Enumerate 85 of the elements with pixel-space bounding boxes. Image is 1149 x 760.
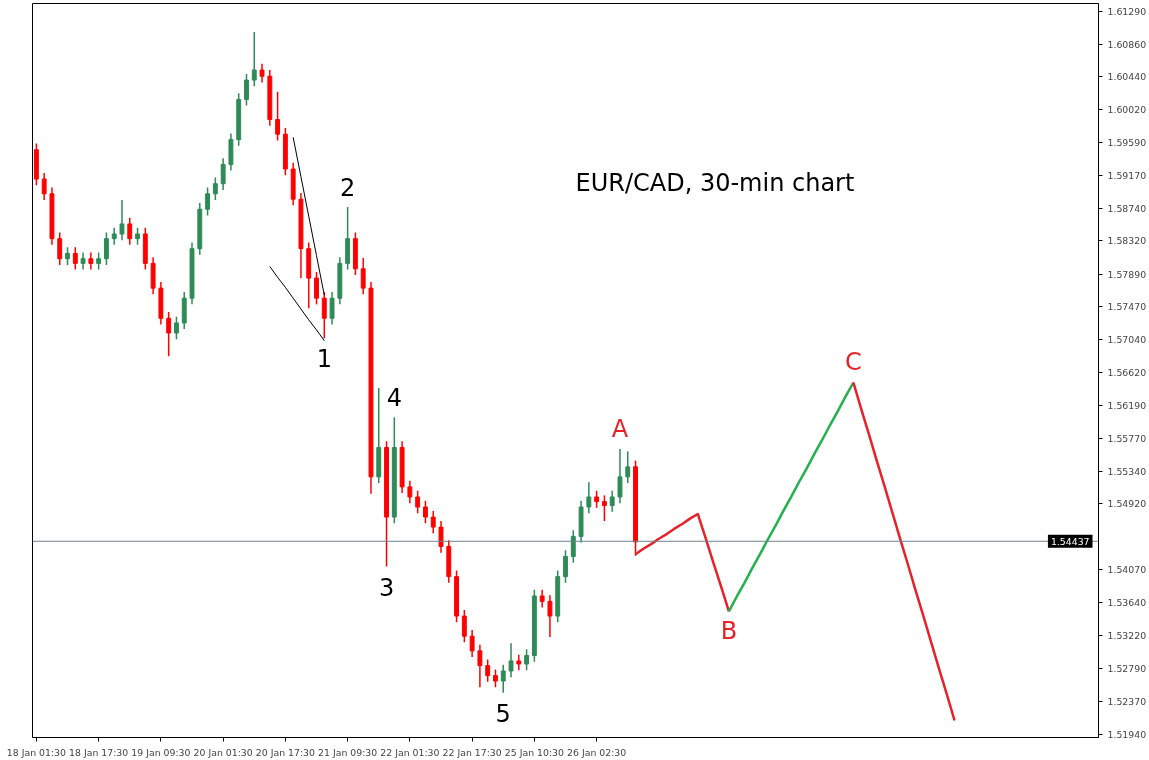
candlestick	[174, 316, 179, 340]
x-tick-label: 22 Jan 01:30	[380, 746, 440, 758]
y-tick-label: 1.53220	[1107, 629, 1147, 641]
annotation: 4	[386, 384, 402, 413]
candlestick	[166, 311, 172, 357]
candlestick	[469, 629, 475, 658]
y-tick-label: 1.57040	[1107, 334, 1147, 346]
y-tick-label: 1.53640	[1107, 597, 1147, 609]
y-tick-label: 1.52790	[1107, 663, 1147, 675]
candlestick	[205, 186, 211, 217]
candlestick	[212, 176, 218, 201]
x-tick-label: 20 Jan 01:30	[193, 746, 253, 758]
candlestick	[430, 510, 436, 535]
annotation: 5	[495, 699, 511, 728]
y-tick-label: 1.58740	[1107, 202, 1147, 214]
annotation: B	[720, 617, 738, 646]
line-series	[269, 265, 325, 342]
candlestick	[570, 529, 576, 564]
candlestick	[609, 490, 615, 513]
candlestick	[415, 490, 421, 514]
line-series	[727, 381, 855, 613]
candlestick	[244, 73, 249, 107]
annotation: A	[611, 415, 629, 443]
y-tick-label: 1.58320	[1107, 235, 1147, 247]
candlestick	[407, 479, 413, 504]
y-tick-label: 1.60860	[1107, 38, 1147, 50]
y-tick-label: 1.56620	[1107, 366, 1147, 378]
candlestick	[601, 494, 607, 522]
candlestick	[438, 520, 444, 554]
y-tick-label: 1.52370	[1107, 695, 1147, 707]
annotation: 2	[340, 173, 356, 202]
candlestick	[360, 257, 366, 296]
x-tick-label: 19 Jan 09:30	[131, 746, 191, 758]
y-tick-label: 1.61290	[1107, 5, 1147, 17]
candlestick	[485, 658, 491, 683]
candlestick	[625, 450, 631, 484]
candlestick	[461, 609, 467, 644]
x-tick-label: 18 Jan 17:30	[69, 746, 129, 758]
candlestick	[259, 63, 265, 84]
annotation: C	[845, 348, 862, 377]
y-tick-label: 1.54920	[1107, 498, 1147, 510]
candlestick	[275, 90, 281, 142]
candlestick	[329, 291, 335, 326]
ref-line-label: 1.54437	[1050, 535, 1090, 547]
x-tick-label: 21 Jan 09:30	[318, 746, 378, 758]
candlestick	[220, 157, 226, 191]
y-tick-label: 1.57890	[1107, 268, 1147, 280]
x-tick-label: 22 Jan 17:30	[442, 746, 502, 758]
y-tick-label: 1.55340	[1107, 465, 1147, 477]
candlestick	[500, 664, 506, 694]
candlestick	[127, 216, 133, 246]
text: EUR/CAD, 30-min chart	[575, 168, 855, 197]
line-series	[852, 381, 956, 722]
candlestick	[617, 448, 623, 504]
y-tick-label: 1.59170	[1107, 169, 1147, 181]
x-tick-label: 18 Jan 01:30	[6, 746, 66, 758]
y-tick-label: 1.51940	[1107, 728, 1147, 740]
candlestick	[477, 643, 483, 688]
candlestick	[508, 642, 514, 678]
y-tick-label: 1.57470	[1107, 301, 1147, 313]
y-tick-label: 1.55770	[1107, 432, 1147, 444]
line-series	[634, 512, 731, 613]
y-tick-label: 1.59590	[1107, 137, 1147, 149]
y-tick-label: 1.54070	[1107, 564, 1147, 576]
candlestick	[72, 246, 78, 271]
candlestick	[41, 172, 47, 201]
candlestick	[586, 481, 592, 514]
y-tick-label: 1.60440	[1107, 71, 1147, 83]
candlestick	[251, 31, 257, 88]
x-tick-label: 25 Jan 10:30	[504, 746, 564, 758]
candlestick	[57, 231, 63, 266]
y-tick-label: 1.56190	[1107, 400, 1147, 412]
candlestick	[321, 291, 327, 340]
candlestick	[314, 271, 319, 306]
candlestick	[119, 199, 125, 241]
candlestick	[103, 231, 109, 266]
candlestick	[563, 549, 568, 584]
annotation: 1	[316, 345, 332, 374]
candlestick	[423, 500, 428, 525]
annotation: 3	[378, 573, 395, 602]
x-tick-label: 20 Jan 17:30	[255, 746, 315, 758]
candlestick	[524, 648, 530, 671]
candlestick	[547, 594, 553, 638]
x-tick-label: 26 Jan 02:30	[567, 746, 627, 758]
y-tick-label: 1.60020	[1107, 103, 1147, 115]
